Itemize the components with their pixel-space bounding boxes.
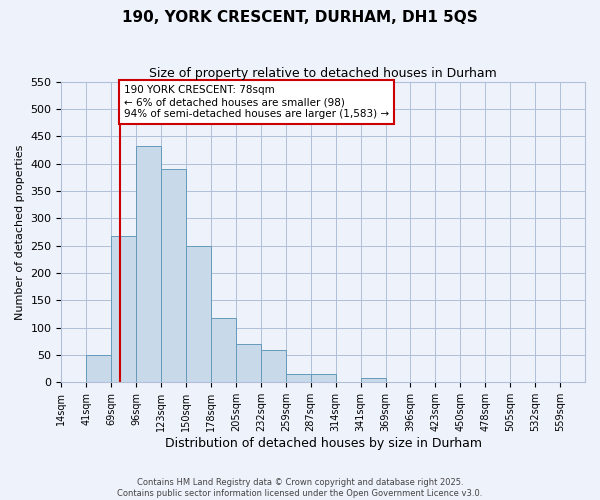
Text: Contains HM Land Registry data © Crown copyright and database right 2025.
Contai: Contains HM Land Registry data © Crown c… bbox=[118, 478, 482, 498]
Bar bbox=[186, 246, 211, 382]
Bar bbox=[286, 374, 311, 382]
Text: 190, YORK CRESCENT, DURHAM, DH1 5QS: 190, YORK CRESCENT, DURHAM, DH1 5QS bbox=[122, 10, 478, 25]
Bar bbox=[86, 355, 111, 382]
Bar bbox=[261, 350, 286, 382]
Title: Size of property relative to detached houses in Durham: Size of property relative to detached ho… bbox=[149, 68, 497, 80]
Y-axis label: Number of detached properties: Number of detached properties bbox=[15, 144, 25, 320]
Bar bbox=[136, 146, 161, 382]
Bar bbox=[311, 374, 335, 382]
Bar bbox=[161, 169, 186, 382]
Bar bbox=[236, 344, 261, 383]
Bar bbox=[111, 236, 136, 382]
Text: 190 YORK CRESCENT: 78sqm
← 6% of detached houses are smaller (98)
94% of semi-de: 190 YORK CRESCENT: 78sqm ← 6% of detache… bbox=[124, 86, 389, 118]
X-axis label: Distribution of detached houses by size in Durham: Distribution of detached houses by size … bbox=[165, 437, 482, 450]
Bar bbox=[211, 318, 236, 382]
Bar bbox=[361, 378, 386, 382]
